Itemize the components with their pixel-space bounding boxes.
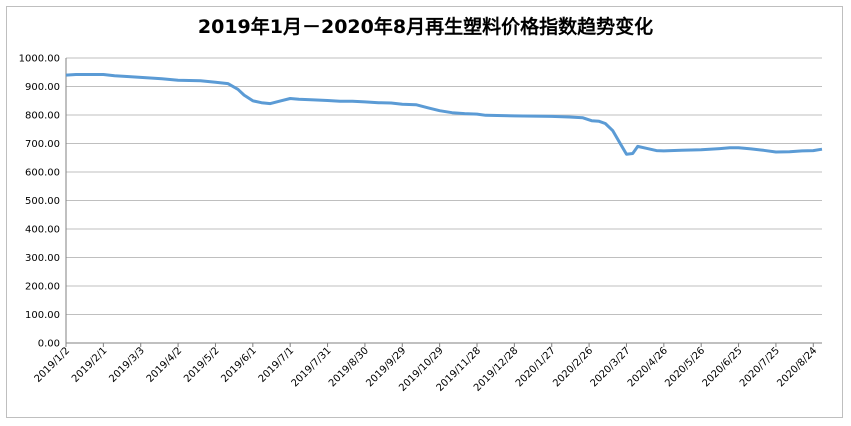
chart-frame	[6, 6, 843, 418]
y-tick-label: 400.00	[25, 225, 60, 236]
y-tick-label: 0.00	[38, 339, 60, 350]
x-tick-label: 2020/8/24	[775, 345, 819, 389]
y-tick-label: 700.00	[25, 139, 60, 150]
chart-title: 2019年1月－2020年8月再生塑料价格指数趋势变化	[197, 16, 654, 38]
x-tick-label: 2019/2/1	[70, 345, 110, 385]
y-tick-label: 1000.00	[19, 54, 60, 65]
y-tick-label: 200.00	[25, 282, 60, 293]
series-group	[65, 73, 823, 156]
x-axis-ticks: 2019/1/22019/2/12019/3/32019/4/22019/5/2…	[33, 343, 819, 394]
y-tick-label: 600.00	[25, 168, 60, 179]
y-axis-ticks: 0.00 100.00 200.00 300.00 400.00 500.00 600.00…	[19, 54, 60, 350]
y-tick-label: 100.00	[25, 310, 60, 321]
axes	[65, 58, 822, 344]
y-tick-label: 500.00	[25, 196, 60, 207]
series-line	[65, 73, 823, 156]
y-tick-label: 800.00	[25, 111, 60, 122]
y-tick-label: 900.00	[25, 82, 60, 93]
x-tick-label: 2019/7/1	[257, 345, 297, 385]
y-tick-label: 300.00	[25, 253, 60, 264]
x-tick-label: 2019/4/2	[145, 345, 185, 385]
gridlines	[66, 57, 822, 315]
x-tick-label: 2019/5/2	[182, 345, 222, 385]
x-tick-label: 2019/1/2	[33, 345, 73, 385]
x-tick-label: 2019/6/1	[219, 345, 259, 385]
x-tick-label: 2019/3/3	[107, 345, 147, 385]
